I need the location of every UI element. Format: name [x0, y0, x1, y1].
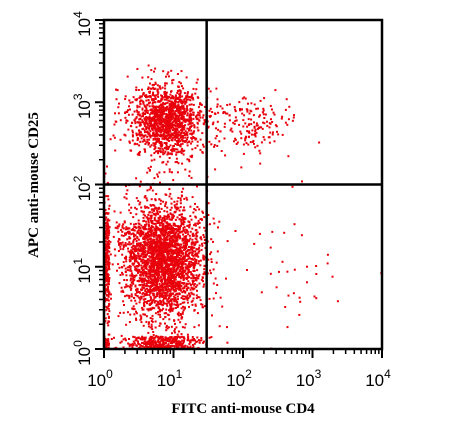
- x-tick-label: 101: [157, 367, 183, 390]
- population-cd4-cd25-: [190, 89, 321, 169]
- population-cd4-cd25-: [183, 180, 383, 350]
- population-cd4-cd25-: [103, 165, 229, 350]
- x-axis-tick-labels: 100 101 102 103 104: [87, 367, 391, 390]
- x-tick-label: 102: [226, 367, 252, 390]
- y-tick-label: 102: [71, 175, 94, 201]
- x-axis-title: FITC anti-mouse CD4: [171, 401, 315, 417]
- population-cd4-cd25-: [109, 64, 226, 179]
- y-axis-tick-labels: 100 101 102 103 104: [71, 11, 94, 366]
- x-tick-label: 104: [365, 367, 391, 390]
- x-axis-ticks: [103, 349, 383, 358]
- y-axis-title: APC anti-mouse CD25: [26, 112, 42, 258]
- x-tick-label: 100: [87, 367, 113, 390]
- y-tick-label: 100: [71, 340, 94, 366]
- event-points: [103, 64, 383, 350]
- y-tick-label: 103: [71, 93, 94, 119]
- y-tick-label: 101: [71, 258, 94, 284]
- y-axis-ticks: [95, 19, 104, 350]
- y-tick-label: 104: [71, 11, 94, 37]
- x-tick-label: 103: [296, 367, 322, 390]
